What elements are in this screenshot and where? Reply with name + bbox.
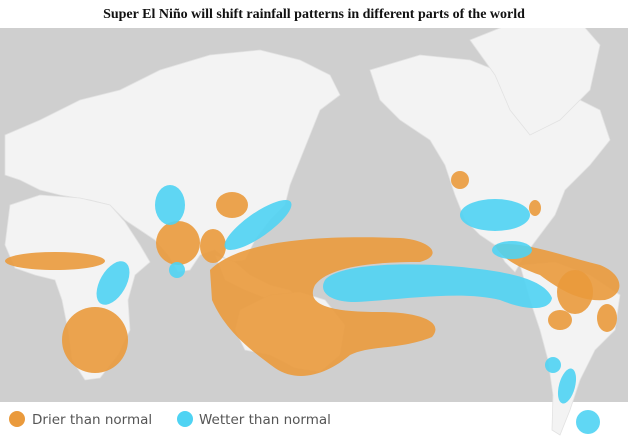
title-band (0, 0, 628, 28)
wetter-region (323, 264, 552, 309)
wetter-region (96, 261, 130, 305)
wetter-region (224, 200, 292, 250)
drier-region (597, 304, 617, 332)
drier-region (557, 270, 593, 314)
legend-label: Drier than normal (32, 412, 152, 428)
drier-region (62, 307, 128, 373)
drier-region (451, 171, 469, 189)
wetter-regions (96, 185, 600, 434)
legend-swatch (177, 411, 193, 427)
wetter-region (492, 241, 532, 259)
wetter-region (576, 410, 600, 434)
drier-region (210, 237, 436, 376)
legend-label: Wetter than normal (199, 412, 331, 428)
drier-region (200, 229, 226, 263)
drier-region (5, 252, 105, 270)
drier-region (548, 310, 572, 330)
wetter-region (155, 185, 185, 225)
drier-region (529, 200, 541, 216)
drier-region (216, 192, 248, 218)
map-title: Super El Niño will shift rainfall patter… (103, 7, 525, 22)
wetter-region (545, 357, 561, 373)
drier-region (156, 221, 200, 265)
drier-regions (5, 171, 620, 376)
legend-swatch (9, 411, 25, 427)
wetter-region (557, 368, 577, 404)
wetter-region (460, 199, 530, 231)
wetter-region (169, 262, 185, 278)
